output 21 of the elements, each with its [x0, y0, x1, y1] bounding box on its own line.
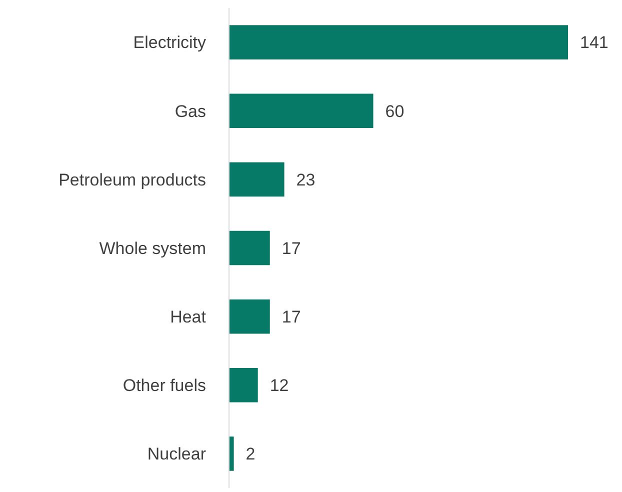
y-tick-label: Whole system [99, 238, 206, 258]
y-tick-label: Gas [174, 102, 206, 121]
bar [229, 436, 234, 471]
y-tick-label: Other fuels [122, 376, 206, 396]
data-label: 60 [385, 102, 404, 121]
data-label: 2 [246, 444, 256, 464]
y-tick-label: Heat [170, 308, 206, 327]
data-label: 23 [296, 170, 316, 190]
data-label: 17 [282, 238, 301, 258]
bar [229, 25, 568, 60]
y-tick-label: Petroleum products [58, 170, 206, 190]
bar [229, 299, 270, 334]
bar [229, 230, 270, 266]
data-label: 12 [270, 376, 289, 396]
bar [229, 94, 374, 128]
data-label: 17 [282, 308, 301, 327]
bar [229, 368, 258, 402]
bar [229, 162, 284, 197]
y-tick-label: Electricity [133, 33, 206, 52]
y-tick-label: Nuclear [147, 444, 206, 464]
data-label: 141 [580, 33, 608, 52]
